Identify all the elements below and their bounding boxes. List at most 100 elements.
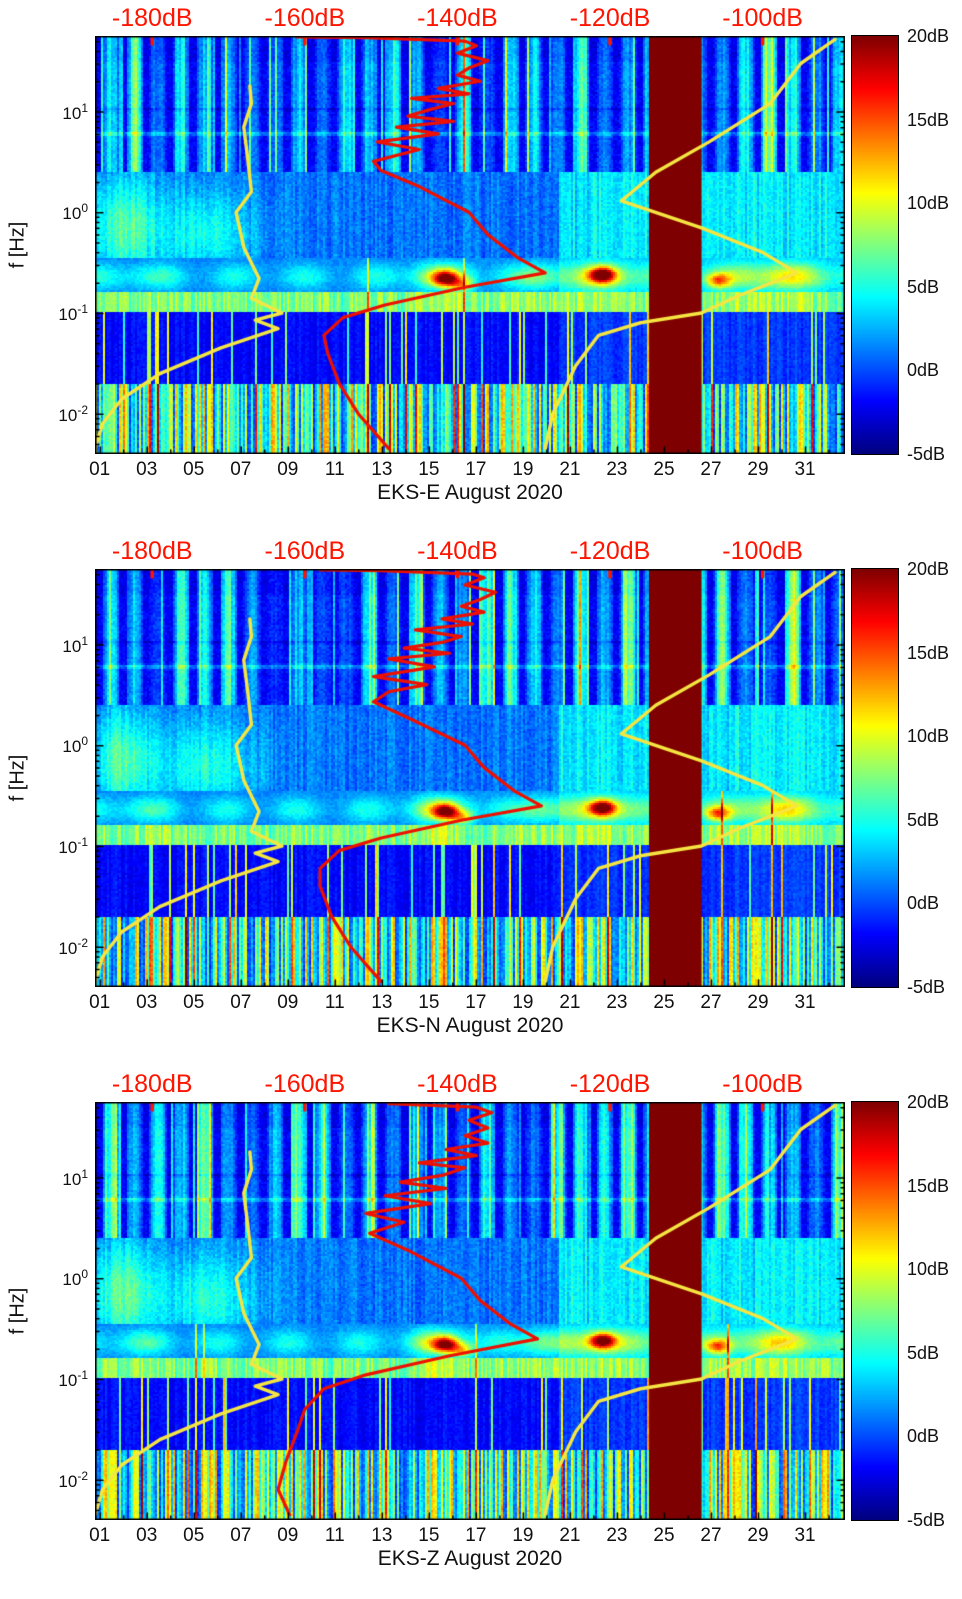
top-db-tick-label: -120dB: [569, 4, 651, 32]
y-tick-label: 10-1: [58, 835, 88, 857]
colorbar-tick-label: 10dB: [907, 193, 950, 214]
colorbar: [851, 1101, 899, 1521]
y-tick-label: 10-2: [58, 935, 88, 958]
panel-title: EKS-E August 2020: [377, 481, 563, 504]
top-db-tick-label: -120dB: [569, 1070, 651, 1098]
colorbar-tick-label: 20dB: [907, 559, 950, 579]
x-tick-label: 23: [606, 992, 628, 1013]
x-tick-label: 31: [794, 992, 816, 1013]
x-tick-label: 05: [183, 992, 205, 1013]
top-db-tick-label: -100dB: [722, 4, 803, 32]
spectrogram-canvas: [95, 569, 845, 987]
y-tick-label: 10-1: [58, 302, 88, 324]
top-db-tick-label: -140dB: [417, 1070, 498, 1098]
y-tick-label: 10-2: [58, 402, 88, 425]
y-axis-label: f [Hz]: [6, 754, 29, 802]
panel-title: EKS-N August 2020: [376, 1014, 564, 1037]
colorbar: [851, 35, 899, 455]
spectrogram-panel-eks-e: f [Hz] -180dB -160dB -140dB -120dB -100dB 10…: [0, 0, 962, 533]
y-tick-label: 10-2: [58, 1468, 88, 1491]
colorbar-tick-label: -5dB: [907, 444, 946, 464]
colorbar-tick-label: 15dB: [907, 109, 950, 130]
x-tick-label: 23: [606, 1525, 628, 1546]
x-tick-label: 29: [747, 459, 769, 480]
x-tick-label: 25: [653, 1525, 675, 1546]
x-tick-label: 31: [794, 459, 816, 480]
top-db-tick-label: -180dB: [111, 1070, 193, 1098]
x-tick-label: 15: [418, 992, 440, 1013]
y-tick-label: 101: [62, 100, 88, 123]
colorbar-tick-label: 15dB: [907, 642, 950, 663]
x-tick-label: 07: [230, 459, 252, 480]
x-tick-label: 17: [465, 1525, 487, 1546]
x-tick-label: 11: [324, 992, 345, 1013]
spectrogram-panel-eks-z: f [Hz] -180dB -160dB -140dB -120dB -100dB 10…: [0, 1066, 962, 1599]
colorbar-tick-label: 5dB: [907, 1342, 940, 1363]
panel-title: EKS-Z August 2020: [377, 1547, 563, 1570]
x-tick-label: 05: [183, 459, 205, 480]
top-db-tick-label: -120dB: [569, 537, 651, 565]
x-tick-label: 19: [512, 459, 534, 480]
x-tick-label: 27: [700, 1525, 722, 1546]
x-tick-label: 01: [89, 1525, 111, 1546]
spectrogram-canvas: [95, 1102, 845, 1520]
x-tick-label: 07: [230, 1525, 252, 1546]
x-tick-label: 17: [465, 992, 487, 1013]
x-tick-label: 13: [371, 459, 393, 480]
x-tick-label: 25: [653, 459, 675, 480]
y-tick-label: 101: [62, 1166, 88, 1189]
x-tick-label: 19: [512, 1525, 534, 1546]
colorbar-tick-label: 10dB: [907, 726, 950, 747]
x-tick-label: 03: [136, 992, 158, 1013]
spectrogram-canvas: [95, 36, 845, 454]
top-db-tick-label: -100dB: [722, 537, 803, 565]
x-tick-label: 21: [559, 992, 581, 1013]
x-tick-label: 01: [89, 992, 111, 1013]
x-tick-label: 13: [371, 992, 393, 1013]
x-tick-label: 17: [465, 459, 487, 480]
y-axis-label: f [Hz]: [6, 221, 29, 269]
top-db-tick-label: -180dB: [111, 4, 193, 32]
y-tick-label: 100: [62, 1267, 88, 1290]
top-db-tick-label: -140dB: [417, 537, 498, 565]
x-tick-label: 07: [230, 992, 252, 1013]
x-tick-label: 29: [747, 1525, 769, 1546]
colorbar-tick-label: 20dB: [907, 26, 950, 46]
colorbar-tick-label: 0dB: [907, 893, 940, 914]
y-tick-label: 100: [62, 201, 88, 224]
x-tick-label: 11: [324, 459, 345, 480]
x-tick-label: 21: [559, 459, 581, 480]
x-tick-label: 21: [559, 1525, 581, 1546]
y-tick-label: 101: [62, 633, 88, 656]
x-tick-label: 09: [277, 459, 299, 480]
colorbar-tick-label: 10dB: [907, 1259, 950, 1280]
top-db-tick-label: -160dB: [264, 1070, 346, 1098]
x-tick-label: 29: [747, 992, 769, 1013]
colorbar-tick-label: 15dB: [907, 1175, 950, 1196]
x-tick-label: 23: [606, 459, 628, 480]
top-db-tick-label: -160dB: [264, 4, 346, 32]
colorbar-tick-label: -5dB: [907, 1510, 946, 1530]
top-db-tick-label: -140dB: [417, 4, 498, 32]
x-tick-label: 09: [277, 1525, 299, 1546]
x-tick-label: 03: [136, 459, 158, 480]
colorbar: [851, 568, 899, 988]
x-tick-label: 01: [89, 459, 111, 480]
x-tick-label: 13: [371, 1525, 393, 1546]
top-db-tick-label: -180dB: [111, 537, 193, 565]
x-tick-label: 05: [183, 1525, 205, 1546]
x-tick-label: 15: [418, 1525, 440, 1546]
x-tick-label: 03: [136, 1525, 158, 1546]
y-tick-label: 100: [62, 734, 88, 757]
colorbar-tick-label: 5dB: [907, 276, 940, 297]
top-db-tick-label: -100dB: [722, 1070, 803, 1098]
x-tick-label: 19: [512, 992, 534, 1013]
x-tick-label: 09: [277, 992, 299, 1013]
x-tick-label: 27: [700, 459, 722, 480]
spectrogram-panel-eks-n: f [Hz] -180dB -160dB -140dB -120dB -100dB 10…: [0, 533, 962, 1066]
colorbar-tick-label: 0dB: [907, 1426, 940, 1447]
y-tick-label: 10-1: [58, 1368, 88, 1390]
colorbar-tick-label: -5dB: [907, 977, 946, 997]
colorbar-tick-label: 5dB: [907, 809, 940, 830]
colorbar-tick-label: 0dB: [907, 360, 940, 381]
